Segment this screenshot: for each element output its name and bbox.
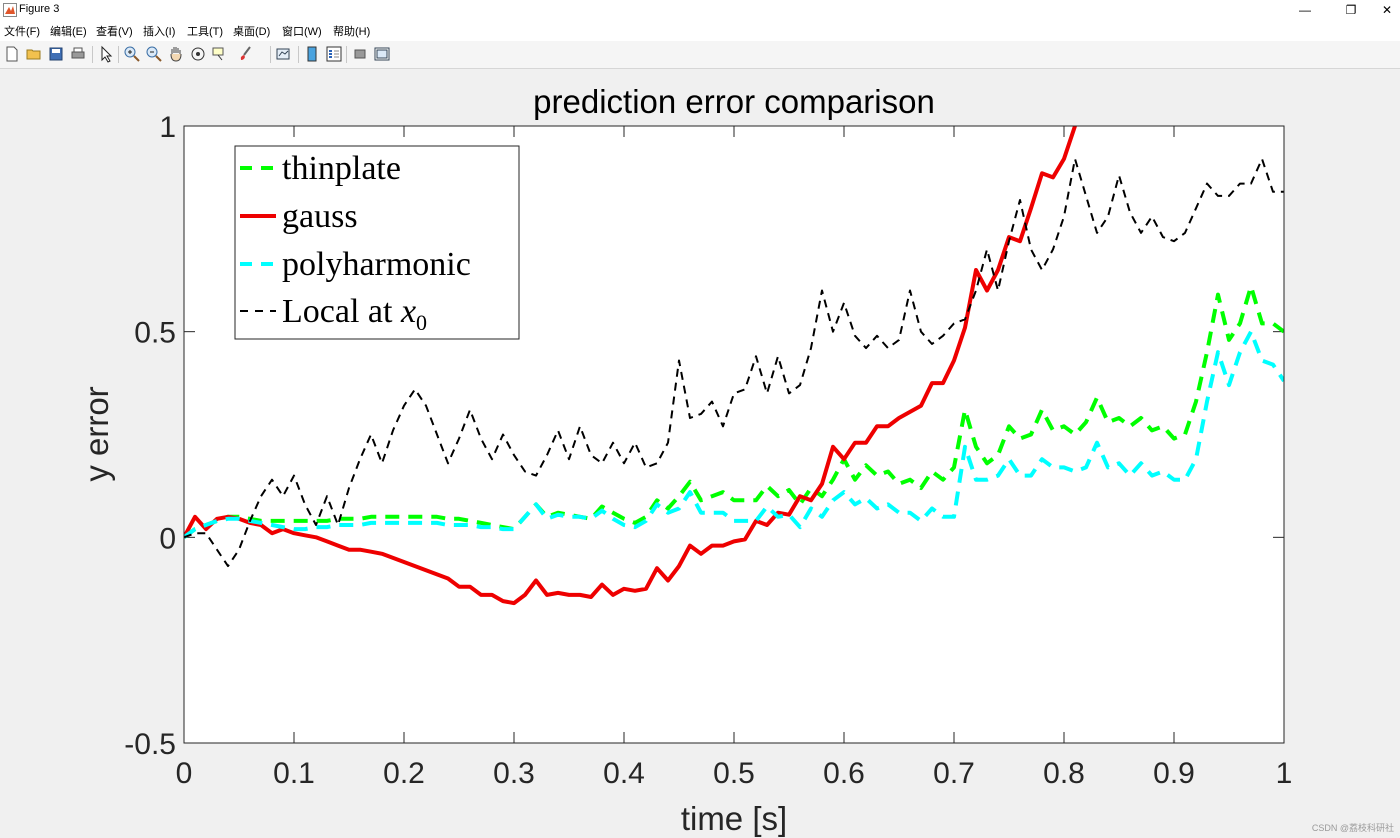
close-button[interactable]: ✕ [1381, 3, 1393, 17]
legend-label: Local at x0 [282, 293, 427, 335]
figure-toolbar [0, 41, 1400, 69]
legend[interactable]: thinplate gauss polyharmonic Local at x0 [234, 145, 520, 340]
toolbar-separator [298, 46, 299, 63]
x-tick-label: 0.8 [1043, 757, 1085, 790]
menu-insert[interactable]: 插入(I) [143, 26, 176, 38]
y-tick-label: 1 [159, 111, 176, 144]
axes-box [183, 125, 1285, 744]
window-title: Figure 3 [19, 3, 60, 15]
zoom-out-icon[interactable] [144, 44, 164, 64]
menu-desktop[interactable]: 桌面(D) [233, 26, 271, 38]
x-tick-label: 0.9 [1153, 757, 1195, 790]
chart-title: prediction error comparison [533, 83, 935, 120]
toolbar-separator [92, 46, 93, 63]
toolbar-separator [118, 46, 119, 63]
legend-label: polyharmonic [282, 246, 471, 283]
x-tick-label: 0.2 [383, 757, 425, 790]
legend-label: gauss [282, 198, 358, 235]
link-plot-icon[interactable] [274, 44, 294, 64]
x-tick-label: 0 [176, 757, 193, 790]
x-tick-label: 0.4 [603, 757, 645, 790]
toolbar-separator [346, 46, 347, 63]
x-tick-label: 0.5 [713, 757, 755, 790]
open-file-icon[interactable] [24, 44, 44, 64]
select-pointer-icon[interactable] [96, 44, 116, 64]
series-line-3 [184, 157, 1284, 568]
menu-help[interactable]: 帮助(H) [333, 26, 371, 38]
series-line-0 [184, 284, 1284, 539]
toolbar-separator [270, 46, 271, 63]
menu-window[interactable]: 窗口(W) [282, 26, 322, 38]
save-icon[interactable] [46, 44, 66, 64]
pan-hand-icon[interactable] [166, 44, 186, 64]
new-figure-icon[interactable] [2, 44, 22, 64]
menu-file[interactable]: 文件(F) [4, 26, 41, 38]
y-tick-label: 0 [159, 522, 176, 555]
x-axis-label: time [s] [681, 800, 787, 837]
y-tick-label: 0.5 [134, 317, 176, 350]
legend-icon[interactable] [324, 44, 344, 64]
x-tick-label: 0.1 [273, 757, 315, 790]
print-icon[interactable] [68, 44, 88, 64]
matlab-figure-icon [3, 3, 17, 17]
restore-button[interactable]: ❐ [1345, 3, 1357, 17]
series-line-2 [184, 329, 1284, 539]
zoom-in-icon[interactable] [122, 44, 142, 64]
menu-bar: 文件(F) 编辑(E) 查看(V) 插入(I) 工具(T) 桌面(D) 窗口(W… [0, 20, 1400, 41]
hide-plot-tools-icon[interactable] [350, 44, 370, 64]
show-plot-tools-icon[interactable] [372, 44, 392, 64]
plot-lines [184, 126, 1284, 606]
colorbar-icon[interactable] [302, 44, 322, 64]
figure-canvas: 0 0.1 0.2 0.3 0.4 0.5 0.6 0.7 0.8 0.9 1-0.500.51 p… [78, 83, 1292, 837]
x-tick-label: 0.3 [493, 757, 535, 790]
brush-icon[interactable] [236, 44, 256, 64]
legend-box [234, 145, 520, 340]
x-tick-label: 0.6 [823, 757, 865, 790]
tick-labels: 0 0.1 0.2 0.3 0.4 0.5 0.6 0.7 0.8 0.9 1-0.500.51 [124, 111, 1292, 790]
watermark-text: CSDN @荔枝科研社 [1311, 823, 1394, 833]
menu-view[interactable]: 查看(V) [96, 26, 133, 38]
menu-tools[interactable]: 工具(T) [187, 26, 224, 38]
y-axis-label: y error [78, 386, 115, 481]
legend-label: thinplate [282, 150, 401, 187]
menu-edit[interactable]: 编辑(E) [50, 26, 87, 38]
x-tick-label: 1 [1276, 757, 1293, 790]
y-tick-label: -0.5 [124, 728, 176, 761]
series-line-1 [184, 126, 1077, 606]
data-cursor-icon[interactable] [210, 44, 230, 64]
minimize-button[interactable]: — [1299, 3, 1311, 17]
x-tick-label: 0.7 [933, 757, 975, 790]
rotate-3d-icon[interactable] [188, 44, 208, 64]
window-titlebar: Figure 3 — ❐ ✕ [0, 0, 1400, 20]
